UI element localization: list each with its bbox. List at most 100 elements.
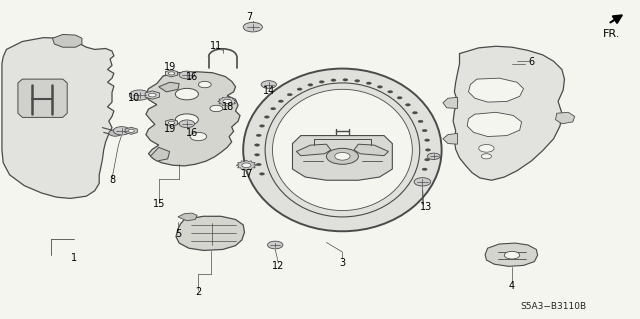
Polygon shape (218, 97, 237, 106)
Circle shape (129, 90, 150, 100)
Circle shape (412, 111, 417, 114)
Circle shape (256, 163, 261, 166)
Circle shape (319, 81, 324, 83)
Circle shape (426, 149, 431, 151)
Circle shape (424, 159, 429, 161)
Circle shape (223, 99, 232, 104)
Circle shape (256, 134, 261, 137)
Circle shape (264, 116, 269, 118)
Circle shape (113, 127, 130, 135)
Text: 8: 8 (109, 175, 115, 185)
Circle shape (278, 100, 284, 102)
Circle shape (397, 97, 402, 99)
Circle shape (422, 129, 427, 132)
Circle shape (287, 93, 292, 96)
Circle shape (405, 104, 410, 106)
Text: 7: 7 (246, 12, 253, 22)
Circle shape (255, 144, 260, 146)
Text: 11: 11 (210, 41, 223, 51)
Text: 19: 19 (163, 124, 176, 134)
Circle shape (414, 178, 431, 186)
Circle shape (388, 91, 393, 93)
Polygon shape (443, 97, 458, 108)
Polygon shape (292, 136, 392, 180)
Text: 4: 4 (509, 281, 515, 291)
Circle shape (366, 82, 371, 85)
Circle shape (243, 22, 262, 32)
Ellipse shape (273, 89, 412, 211)
Circle shape (422, 168, 427, 171)
Ellipse shape (243, 69, 442, 231)
Circle shape (128, 129, 134, 132)
Circle shape (308, 84, 313, 86)
Polygon shape (468, 78, 524, 102)
Polygon shape (159, 82, 179, 92)
Text: 17: 17 (241, 169, 253, 179)
Circle shape (148, 93, 156, 97)
Polygon shape (354, 144, 388, 156)
Polygon shape (467, 112, 522, 137)
Text: 5: 5 (175, 229, 181, 240)
Text: FR.: FR. (603, 29, 620, 39)
Circle shape (297, 88, 302, 91)
Polygon shape (556, 112, 575, 124)
Polygon shape (236, 160, 257, 170)
Polygon shape (145, 91, 159, 99)
Text: 19: 19 (163, 62, 176, 72)
Circle shape (504, 251, 520, 259)
Polygon shape (18, 79, 67, 117)
Circle shape (242, 163, 251, 167)
Circle shape (479, 145, 494, 152)
Polygon shape (125, 127, 138, 134)
Circle shape (259, 125, 264, 127)
Polygon shape (165, 70, 178, 77)
Polygon shape (453, 46, 564, 180)
Text: 14: 14 (262, 86, 275, 96)
Circle shape (168, 72, 175, 75)
Polygon shape (2, 38, 114, 198)
Text: 12: 12 (272, 261, 285, 271)
Text: 16: 16 (186, 128, 198, 138)
Text: 3: 3 (339, 258, 346, 268)
Circle shape (255, 153, 260, 156)
Circle shape (210, 105, 223, 112)
Ellipse shape (265, 83, 420, 217)
Text: 18: 18 (221, 102, 234, 112)
Circle shape (378, 85, 383, 88)
Polygon shape (178, 213, 197, 221)
Circle shape (418, 120, 423, 123)
Polygon shape (296, 144, 331, 156)
Text: 10: 10 (128, 93, 141, 103)
Circle shape (424, 139, 429, 141)
Circle shape (261, 81, 276, 88)
Circle shape (268, 241, 283, 249)
Text: 1: 1 (70, 253, 77, 263)
Circle shape (326, 148, 358, 164)
Circle shape (168, 121, 175, 124)
Circle shape (331, 79, 336, 81)
Text: 15: 15 (152, 199, 165, 209)
Circle shape (428, 153, 440, 160)
Circle shape (271, 108, 276, 110)
Polygon shape (52, 34, 82, 47)
Polygon shape (443, 133, 458, 144)
Polygon shape (176, 216, 244, 250)
Circle shape (190, 132, 207, 141)
Circle shape (481, 154, 492, 159)
Polygon shape (165, 119, 178, 126)
Circle shape (179, 120, 195, 128)
Circle shape (109, 130, 122, 136)
Circle shape (175, 88, 198, 100)
Circle shape (198, 81, 211, 88)
Circle shape (259, 173, 264, 175)
Polygon shape (150, 147, 170, 161)
Text: 16: 16 (186, 72, 198, 82)
Text: 2: 2 (195, 287, 202, 297)
Circle shape (335, 152, 350, 160)
Circle shape (343, 78, 348, 81)
Circle shape (175, 114, 198, 125)
Text: 13: 13 (419, 202, 432, 212)
Text: 6: 6 (528, 56, 534, 67)
Text: S5A3−B3110B: S5A3−B3110B (520, 302, 587, 311)
Polygon shape (485, 243, 538, 266)
